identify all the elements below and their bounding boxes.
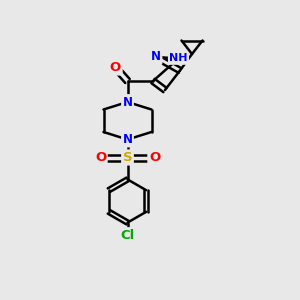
Text: S: S [123, 151, 132, 164]
Text: O: O [95, 151, 106, 164]
Text: O: O [149, 151, 160, 164]
Text: N: N [122, 133, 133, 146]
Text: Cl: Cl [120, 229, 135, 242]
Text: N: N [122, 95, 133, 109]
Text: NH: NH [169, 53, 188, 64]
Text: N: N [151, 50, 161, 64]
Text: O: O [110, 61, 121, 74]
